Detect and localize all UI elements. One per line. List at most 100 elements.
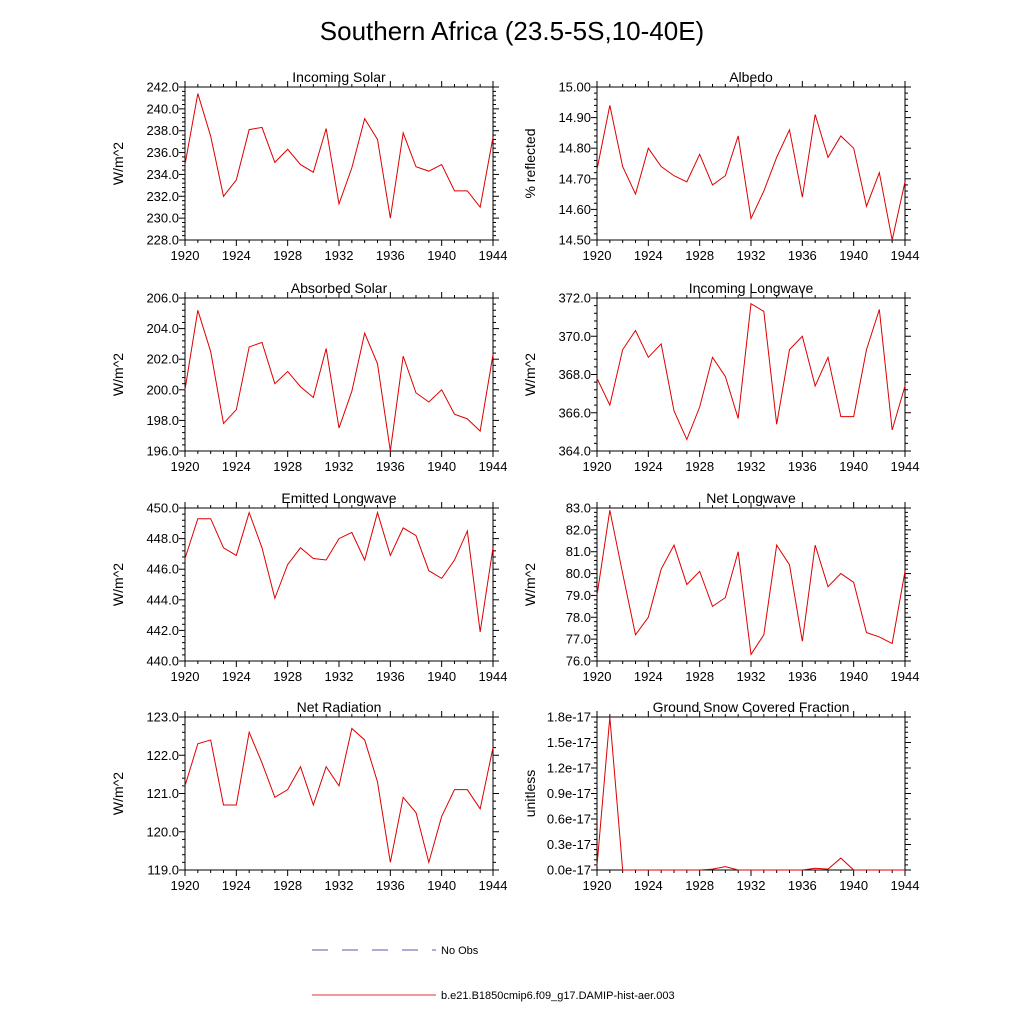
x-tick-label: 1940 bbox=[839, 878, 868, 893]
y-tick-label: 122.0 bbox=[146, 748, 179, 763]
x-tick-label: 1928 bbox=[685, 459, 714, 474]
x-tick-label: 1928 bbox=[273, 669, 302, 684]
x-tick-label: 1924 bbox=[222, 248, 251, 263]
legend-model-label: b.e21.B1850cmip6.f09_g17.DAMIP-hist-aer.… bbox=[441, 990, 675, 1002]
y-tick-label: 446.0 bbox=[146, 562, 179, 577]
x-tick-label: 1928 bbox=[685, 878, 714, 893]
x-tick-label: 1936 bbox=[376, 878, 405, 893]
series-line bbox=[596, 302, 906, 441]
y-tick-label: 82.0 bbox=[566, 522, 591, 537]
legend: No Obs b.e21.B1850cmip6.f09_g17.DAMIP-hi… bbox=[312, 945, 675, 1002]
y-tick-label: 202.0 bbox=[146, 352, 179, 367]
x-tick-label: 1944 bbox=[479, 669, 508, 684]
panel-title: Ground Snow Covered Fraction bbox=[653, 699, 850, 715]
y-tick-label: 0.3e-17 bbox=[547, 837, 591, 852]
panel-4: Emitted Longwave W/m^2 440.0 442.0 444.0 446.… bbox=[110, 490, 507, 684]
y-tick-label: 83.0 bbox=[566, 501, 591, 516]
x-tick-label: 1928 bbox=[273, 248, 302, 263]
x-tick-label: 1932 bbox=[737, 669, 766, 684]
y-tick-label: 1.5e-17 bbox=[547, 735, 591, 750]
panel-title: Emitted Longwave bbox=[281, 490, 396, 506]
y-tick-label: 0.9e-17 bbox=[547, 786, 591, 801]
plot-frame bbox=[596, 297, 906, 452]
y-tick-label: 1.2e-17 bbox=[547, 761, 591, 776]
plot-frame bbox=[184, 716, 494, 871]
y-tick-label: 442.0 bbox=[146, 623, 179, 638]
x-tick-label: 1932 bbox=[325, 459, 354, 474]
x-tick-label: 1928 bbox=[273, 878, 302, 893]
panel-1: Albedo % reflected 14.50 14.60 14.70 14.80 14.… bbox=[522, 69, 919, 263]
y-tick-label: 200.0 bbox=[146, 382, 179, 397]
y-axis-label: W/m^2 bbox=[110, 772, 126, 815]
figure-title: Southern Africa (23.5-5S,10-40E) bbox=[320, 16, 704, 46]
x-tick-label: 1936 bbox=[788, 878, 817, 893]
y-tick-label: 240.0 bbox=[146, 101, 179, 116]
x-tick-label: 1928 bbox=[685, 669, 714, 684]
legend-no-obs-label: No Obs bbox=[441, 945, 479, 957]
y-axis-label: W/m^2 bbox=[522, 353, 538, 396]
y-axis-label: % reflected bbox=[522, 128, 538, 198]
panel-title: Net Longwave bbox=[706, 490, 796, 506]
y-tick-label: 206.0 bbox=[146, 291, 179, 306]
x-tick-label: 1932 bbox=[737, 459, 766, 474]
x-tick-label: 1920 bbox=[171, 248, 200, 263]
x-tick-label: 1920 bbox=[583, 878, 612, 893]
series-line bbox=[184, 510, 494, 633]
y-tick-label: 81.0 bbox=[566, 544, 591, 559]
y-tick-label: 368.0 bbox=[558, 367, 591, 382]
y-tick-label: 14.70 bbox=[558, 171, 591, 186]
y-tick-label: 14.90 bbox=[558, 110, 591, 125]
x-tick-label: 1924 bbox=[634, 669, 663, 684]
panel-title: Albedo bbox=[729, 69, 773, 85]
y-tick-label: 232.0 bbox=[146, 189, 179, 204]
x-tick-label: 1936 bbox=[376, 669, 405, 684]
y-tick-label: 364.0 bbox=[558, 444, 591, 459]
x-tick-label: 1920 bbox=[171, 459, 200, 474]
x-tick-label: 1944 bbox=[891, 878, 920, 893]
x-tick-label: 1940 bbox=[427, 878, 456, 893]
plot-frame bbox=[596, 716, 906, 871]
x-tick-label: 1932 bbox=[325, 248, 354, 263]
y-tick-label: 238.0 bbox=[146, 123, 179, 138]
y-tick-label: 198.0 bbox=[146, 413, 179, 428]
y-tick-label: 450.0 bbox=[146, 501, 179, 516]
x-tick-label: 1928 bbox=[685, 248, 714, 263]
panel-5: Net Longwave W/m^2 76.0 77.0 78.0 79.0 80.0 81.… bbox=[522, 490, 919, 684]
panel-title: Incoming Longwave bbox=[689, 280, 814, 296]
x-tick-label: 1920 bbox=[583, 248, 612, 263]
panel-title: Absorbed Solar bbox=[291, 280, 388, 296]
series-line bbox=[596, 105, 906, 241]
series-line bbox=[184, 93, 494, 219]
x-tick-label: 1944 bbox=[891, 669, 920, 684]
x-tick-label: 1944 bbox=[479, 459, 508, 474]
y-tick-label: 119.0 bbox=[147, 863, 179, 878]
x-tick-label: 1936 bbox=[788, 248, 817, 263]
panel-title: Incoming Solar bbox=[292, 69, 386, 85]
plot-frame bbox=[596, 507, 906, 662]
y-tick-label: 204.0 bbox=[146, 321, 179, 336]
y-tick-label: 77.0 bbox=[566, 632, 591, 647]
series-line bbox=[596, 510, 906, 656]
x-tick-label: 1920 bbox=[583, 669, 612, 684]
x-tick-label: 1932 bbox=[737, 248, 766, 263]
x-tick-label: 1920 bbox=[171, 878, 200, 893]
y-tick-label: 14.60 bbox=[558, 202, 591, 217]
y-tick-label: 236.0 bbox=[146, 145, 179, 160]
x-tick-label: 1940 bbox=[427, 669, 456, 684]
y-tick-label: 372.0 bbox=[558, 291, 591, 306]
x-tick-label: 1936 bbox=[376, 459, 405, 474]
panels: Incoming Solar W/m^2 228.0 230.0 232.0 234.0 2… bbox=[110, 69, 919, 893]
x-tick-label: 1924 bbox=[222, 669, 251, 684]
y-tick-label: 15.00 bbox=[558, 80, 591, 95]
x-tick-label: 1924 bbox=[222, 459, 251, 474]
x-tick-label: 1940 bbox=[839, 459, 868, 474]
x-tick-label: 1928 bbox=[273, 459, 302, 474]
y-tick-label: 123.0 bbox=[146, 710, 179, 725]
series-line bbox=[184, 310, 494, 452]
x-tick-label: 1940 bbox=[839, 669, 868, 684]
y-tick-label: 242.0 bbox=[146, 80, 179, 95]
x-tick-label: 1924 bbox=[634, 459, 663, 474]
x-tick-label: 1944 bbox=[479, 248, 508, 263]
y-tick-label: 196.0 bbox=[146, 444, 179, 459]
